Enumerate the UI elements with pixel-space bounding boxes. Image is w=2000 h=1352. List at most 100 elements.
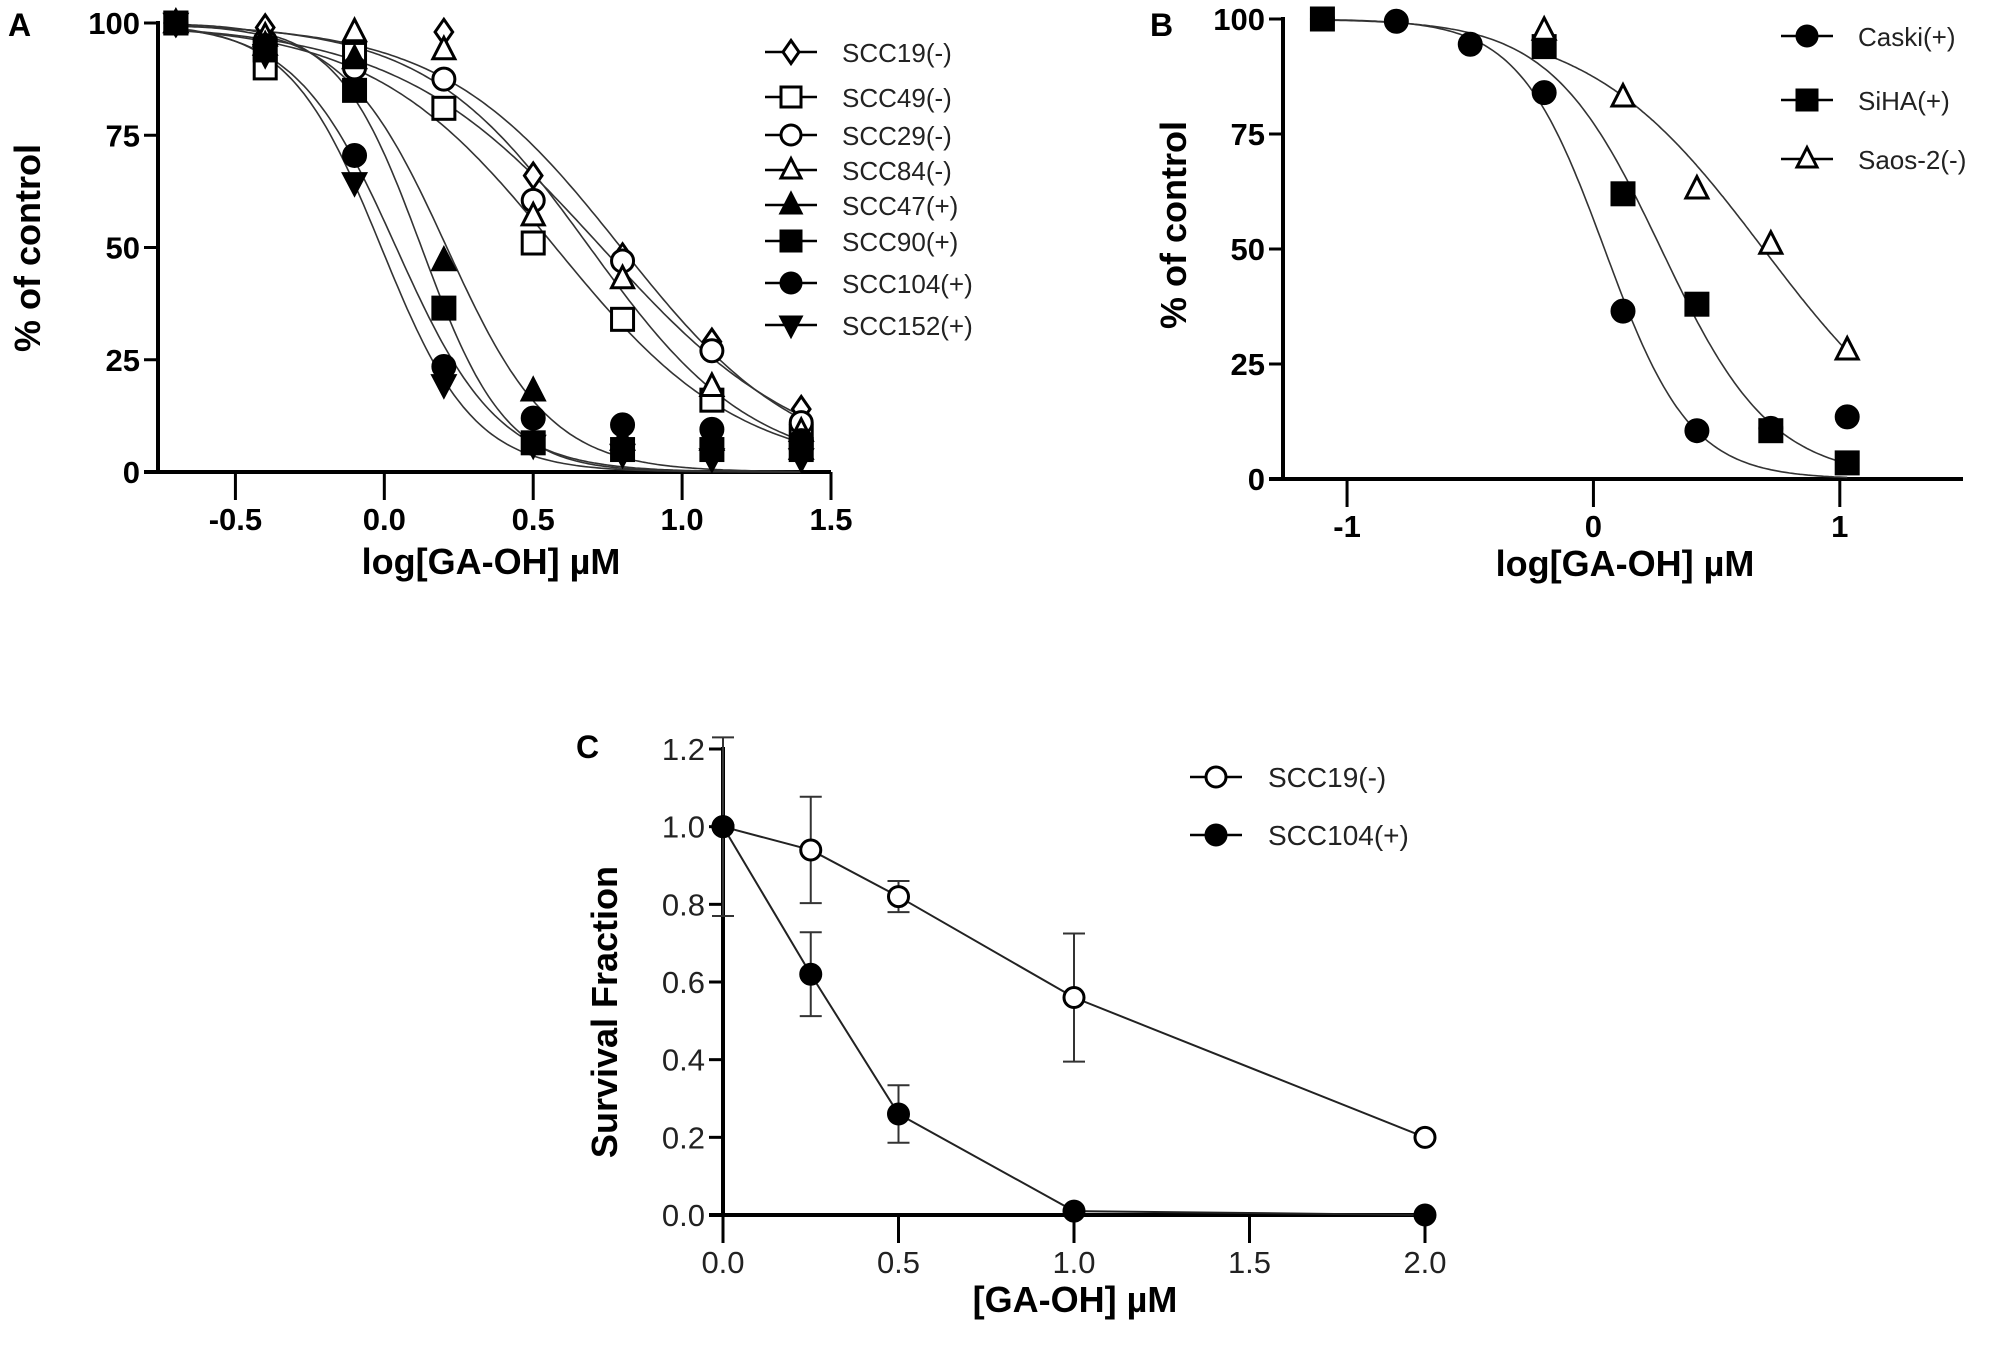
- data-point: [1684, 291, 1710, 317]
- data-point: [799, 838, 823, 862]
- series-2-points: [1530, 14, 1861, 361]
- data-point: [609, 443, 637, 470]
- y-tick-label: 0.0: [662, 1198, 705, 1233]
- legend-item: SCC104(+): [765, 269, 973, 299]
- legend-label: SCC19(-): [1268, 762, 1386, 793]
- data-point: [1062, 1199, 1086, 1223]
- data-point: [1413, 1203, 1437, 1227]
- y-tick-label: 0: [1248, 462, 1265, 497]
- data-point: [711, 815, 735, 839]
- legend-label: Saos-2(-): [1858, 145, 1966, 175]
- x-tick-label: 1.0: [661, 502, 704, 537]
- data-point: [162, 12, 190, 39]
- data-point: [430, 34, 458, 61]
- legend-item: SCC19(-): [1190, 762, 1386, 793]
- legend-marker: [1204, 765, 1228, 789]
- x-tick-label: 0.5: [512, 502, 555, 537]
- fit-curve-7: [175, 27, 802, 473]
- x-tick-label: 0: [1585, 509, 1602, 544]
- legend-item: SCC19(-): [765, 37, 952, 68]
- data-point: [887, 885, 910, 909]
- data-point: [341, 16, 368, 43]
- legend-marker: [1204, 823, 1228, 847]
- y-tick-label: 75: [106, 118, 140, 153]
- x-tick-label: 1.0: [1052, 1245, 1095, 1280]
- fit-curve-1: [1322, 19, 1848, 465]
- data-point: [699, 338, 725, 364]
- legend-label: SCC104(+): [842, 269, 973, 299]
- data-point: [431, 95, 457, 121]
- y-tick-label: 0: [123, 455, 140, 490]
- legend-label: SCC49(-): [842, 83, 952, 113]
- x-tick-label: 0.0: [701, 1245, 744, 1280]
- legend-marker: [779, 229, 803, 253]
- data-point: [431, 295, 457, 321]
- legend-item: Caski(+): [1781, 22, 1956, 52]
- y-tick-label: 0.4: [662, 1043, 705, 1078]
- series-7-points: [162, 12, 815, 474]
- y-tick-label: 100: [1213, 2, 1265, 37]
- data-point: [520, 405, 546, 431]
- data-point: [1610, 298, 1636, 324]
- x-tick-label: -0.5: [209, 502, 262, 537]
- data-point: [520, 230, 546, 256]
- legend-marker: [778, 315, 804, 340]
- y-tick-label: 50: [106, 231, 140, 266]
- y-tick-label: 25: [1231, 347, 1265, 382]
- data-point: [430, 245, 458, 272]
- data-point: [1833, 334, 1861, 361]
- legend-label: SCC29(-): [842, 121, 952, 151]
- data-point: [1062, 986, 1086, 1010]
- x-tick-label: 1: [1831, 509, 1848, 544]
- data-point: [1609, 81, 1637, 108]
- data-point: [519, 434, 547, 461]
- legend-marker: [779, 85, 803, 109]
- legend-marker: [779, 123, 803, 147]
- data-point: [787, 448, 815, 474]
- x-axis-title: log[GA-OH] µM: [362, 541, 621, 582]
- data-point: [1413, 1125, 1437, 1149]
- data-point: [698, 370, 726, 397]
- y-tick-label: 50: [1231, 232, 1265, 267]
- x-tick-label: 1.5: [1228, 1245, 1271, 1280]
- y-axis-title: Survival Fraction: [584, 866, 625, 1158]
- data-point: [1531, 80, 1557, 106]
- series-0-points: [1309, 6, 1860, 444]
- y-tick-label: 0.8: [662, 887, 705, 922]
- data-point: [341, 42, 368, 70]
- data-point: [887, 1102, 910, 1126]
- data-point: [251, 44, 279, 70]
- legend-label: Caski(+): [1858, 22, 1956, 52]
- panel-label: B: [1150, 7, 1173, 43]
- panel-a: A 0 25 50 75 100 -0.5 0.0 0.5 1.0 1.5 log[GA-OH] µM…: [7, 6, 973, 582]
- legend-item: Saos-2(-): [1781, 144, 1966, 175]
- data-point: [519, 375, 547, 402]
- legend-item: SCC90(+): [765, 227, 958, 257]
- data-point: [1834, 404, 1860, 430]
- data-point: [1758, 418, 1784, 444]
- fit-curve-3: [175, 25, 802, 442]
- fit-curve-4: [175, 24, 802, 473]
- data-point: [698, 448, 726, 474]
- x-tick-label: 0.0: [363, 502, 406, 537]
- legend-item: SCC104(+): [1190, 820, 1409, 851]
- y-tick-label: 25: [106, 343, 140, 378]
- legend-marker: [1794, 144, 1820, 169]
- x-axis-title: log[GA-OH] µM: [1496, 543, 1755, 584]
- data-point: [609, 262, 637, 290]
- legend-label: SCC84(-): [842, 156, 952, 186]
- legend-label: SCC47(+): [842, 191, 958, 221]
- data-point: [610, 306, 636, 332]
- data-point: [1683, 173, 1711, 200]
- legend-label: SCC152(+): [842, 311, 973, 341]
- panel-b: B 0 25 50 75 100 -1 0 1 log[GA-OH] µM % of control…: [1150, 2, 1966, 584]
- legend-marker: [779, 271, 803, 295]
- data-point: [799, 962, 823, 986]
- data-point: [431, 66, 457, 92]
- legend-item: SCC49(-): [765, 83, 952, 113]
- data-point: [1684, 418, 1710, 444]
- data-point: [342, 142, 368, 168]
- data-point: [519, 200, 547, 227]
- data-point: [1834, 450, 1860, 476]
- x-axis-title: [GA-OH] µM: [973, 1279, 1178, 1320]
